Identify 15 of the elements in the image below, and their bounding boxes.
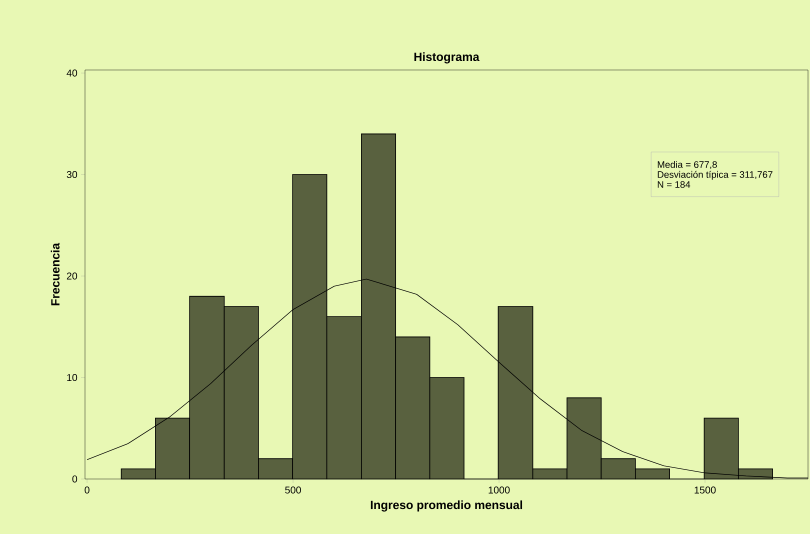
x-tick-label: 500 [285, 486, 301, 494]
y-tick-label: 40 [66, 70, 78, 77]
chart-title: Histograma [414, 52, 480, 64]
y-axis-title: Frecuencia [50, 242, 60, 306]
annotation: Desviación típica = 311,767 [658, 170, 772, 180]
y-tick-label: 30 [66, 171, 78, 178]
annotation: N = 184 [658, 181, 690, 188]
annotation: Media = 677,8 [658, 160, 717, 170]
y-tick-label: 10 [67, 374, 78, 382]
x-tick-label: 1500 [694, 486, 716, 494]
x-tick-label: 1000 [488, 486, 510, 494]
x-tick-label: 0 [84, 486, 90, 494]
x-axis-title: Ingreso promedio mensual [370, 500, 522, 512]
y-tick-label: 20 [66, 272, 78, 280]
y-tick-label: 0 [72, 475, 78, 483]
